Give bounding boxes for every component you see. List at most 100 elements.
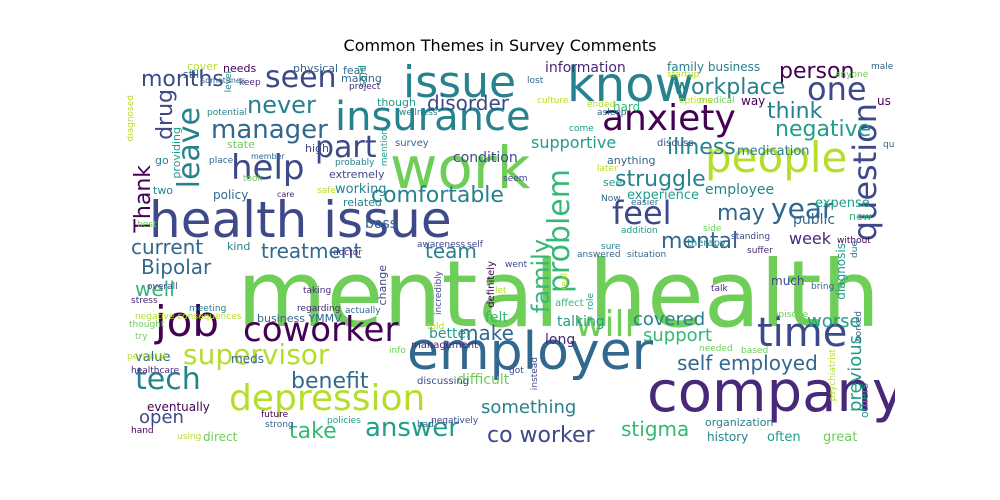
word-family-business: family business <box>667 61 761 74</box>
word-standing: standing <box>731 232 771 242</box>
word-difficult: difficult <box>457 372 510 388</box>
word-future: future <box>261 410 289 420</box>
word-discussing: discussing <box>417 376 470 387</box>
word-episode: episode <box>773 310 809 320</box>
word-organization: organization <box>705 416 774 429</box>
word-personal: personal <box>127 352 166 362</box>
word-meeting: meeting <box>189 304 227 314</box>
word-felt: felt <box>485 310 508 326</box>
word-seem: seem <box>503 174 528 184</box>
word-will: will <box>575 304 635 345</box>
word-policies: policies <box>327 416 361 426</box>
word-take: take <box>289 419 337 444</box>
word-doctor: doctor <box>333 248 362 258</box>
word-answered: answered <box>577 250 621 260</box>
word-part: part <box>315 130 377 165</box>
word-depression: depression <box>229 378 426 419</box>
word-overall: overall <box>147 282 178 292</box>
word-try: try <box>135 332 148 342</box>
word-incredibly: incredibly <box>434 271 444 315</box>
word-struggle: struggle <box>615 167 706 192</box>
word-support: support <box>643 325 713 346</box>
word-told: told <box>427 322 445 332</box>
word-probably: probably <box>335 158 375 168</box>
word-addition: addition <box>621 226 658 236</box>
word-insurance: insurance <box>335 94 531 140</box>
word-value: value <box>135 350 171 365</box>
word-suffer: suffer <box>747 246 773 256</box>
word-easier: easier <box>631 198 659 208</box>
word-hand: hand <box>131 426 154 436</box>
word-current: current <box>131 235 204 259</box>
word-open: open <box>139 407 184 428</box>
word-know: know <box>567 61 694 113</box>
word-one: one <box>807 70 867 108</box>
word-safe: safe <box>317 186 336 196</box>
word-place: place <box>209 156 234 166</box>
word-months: months <box>141 67 224 92</box>
word-information: information <box>545 61 626 76</box>
word-benefit: benefit <box>291 369 369 394</box>
word-extremely: extremely <box>329 168 385 181</box>
word-often: often <box>767 430 801 445</box>
word-needs: needs <box>223 62 257 75</box>
word-needed: needed <box>699 344 733 354</box>
word-health-issue: health issue <box>149 191 452 249</box>
word-bad: bad <box>417 420 434 430</box>
word-due: due <box>850 241 860 258</box>
word-mental: mental <box>661 229 739 254</box>
word-help: help <box>231 148 305 188</box>
word-job: job <box>155 297 220 346</box>
word-quite: quite <box>883 140 895 150</box>
word-sure: sure <box>601 242 621 252</box>
word-think: think <box>767 99 823 124</box>
word-coworker: coworker <box>243 310 399 350</box>
word-person: person <box>779 61 855 84</box>
word-fear: fear <box>343 64 365 77</box>
word-potential: potential <box>207 108 248 118</box>
word-change: change <box>376 265 389 306</box>
word-negative: negative <box>775 117 872 142</box>
word-expense: expense <box>815 196 870 211</box>
word-negative-consequences: negative consequences <box>135 312 242 322</box>
word-project: project <box>349 82 381 92</box>
word-treatment: treatment <box>261 239 362 263</box>
word-seen: seen <box>265 61 337 95</box>
word-anxiety: anxiety <box>602 98 736 139</box>
word-regarding: regarding <box>297 304 341 314</box>
word-people: people <box>705 133 848 182</box>
word-tech: tech <box>135 362 201 397</box>
word-much: much <box>771 274 805 288</box>
word-hard: hard <box>613 100 641 114</box>
word-come: come <box>569 124 594 134</box>
word-illness: illness <box>667 135 736 160</box>
word-time: time <box>757 310 848 356</box>
word-history: history <box>707 430 749 444</box>
word-team: team <box>425 239 477 263</box>
word-worse: worse <box>807 311 861 332</box>
chart-title: Common Themes in Survey Comments <box>343 36 657 55</box>
word-go: go <box>155 154 169 167</box>
word-thought: thought <box>129 320 165 330</box>
word-psychiatrist: psychiatrist <box>828 349 838 402</box>
word-cloud: mental health health issue work company empl… <box>127 61 895 447</box>
word-medication: medication <box>737 144 810 159</box>
word-public: public <box>793 212 836 228</box>
word-still: still <box>183 68 203 81</box>
word-week: week <box>789 229 832 248</box>
word-anything: anything <box>607 154 656 167</box>
word-something: something <box>481 397 577 418</box>
word-care: care <box>277 190 295 199</box>
word-new: new <box>849 210 872 223</box>
word-workplace: workplace <box>673 75 786 100</box>
word-two: two <box>153 184 174 197</box>
word-condition: condition <box>453 150 518 166</box>
word-took: took <box>243 174 263 184</box>
word-talk: talk <box>711 284 728 294</box>
word-got: got <box>509 366 524 376</box>
word-long: long <box>545 332 576 348</box>
word-went: went <box>505 260 528 270</box>
word-others: others <box>858 383 871 419</box>
word-situation: situation <box>627 250 667 260</box>
word-diagnosed: diagnosed <box>127 95 136 142</box>
